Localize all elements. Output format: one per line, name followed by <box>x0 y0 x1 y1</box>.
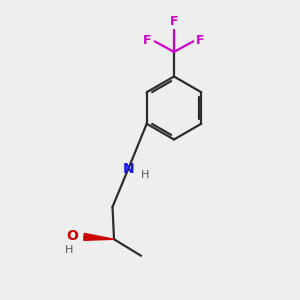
Text: O: O <box>67 229 79 243</box>
Text: N: N <box>122 162 134 176</box>
Text: H: H <box>65 245 73 255</box>
Text: F: F <box>143 34 152 47</box>
Text: F: F <box>196 34 205 47</box>
Text: F: F <box>170 15 178 28</box>
Polygon shape <box>84 233 114 240</box>
Text: H: H <box>141 170 149 180</box>
